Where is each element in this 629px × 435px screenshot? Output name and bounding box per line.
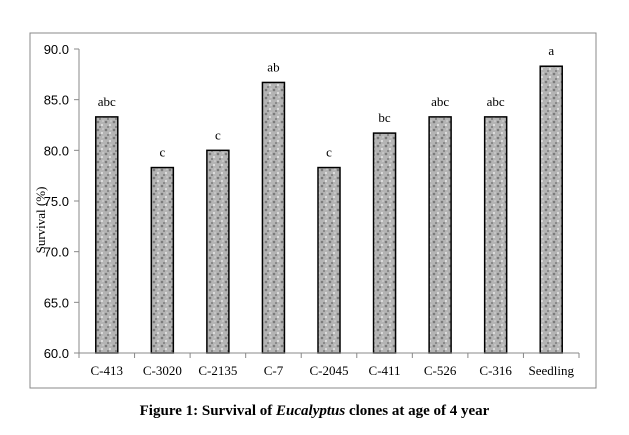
bar-significance-label: c xyxy=(215,127,221,142)
x-tick-label: Seedling xyxy=(528,363,574,378)
x-tick-label: C-411 xyxy=(369,363,401,378)
x-tick-label: C-7 xyxy=(264,363,284,378)
y-tick-label: 75.0 xyxy=(44,194,69,209)
y-tick-label: 80.0 xyxy=(44,143,69,158)
y-tick-label: 65.0 xyxy=(44,295,69,310)
bar xyxy=(428,116,452,354)
bar xyxy=(317,166,341,354)
bar xyxy=(95,116,119,354)
caption-italic: Eucalyptus xyxy=(276,403,346,419)
bar xyxy=(483,116,508,354)
bar-significance-label: ab xyxy=(267,59,279,74)
y-tick-label: 60.0 xyxy=(44,346,69,361)
x-tick-label: C-413 xyxy=(91,363,124,378)
x-axis: C-413 C-3020 C-2135 C-7 C-2045 C-411 C-526 C-31… xyxy=(78,352,580,378)
bar-significance-label: bc xyxy=(378,110,391,125)
caption-suffix: clones at age of 4 year xyxy=(345,403,490,419)
bar xyxy=(206,149,230,354)
bar-significance-label: abc xyxy=(431,94,449,109)
x-tick-label: C-316 xyxy=(479,363,512,378)
x-tick-label: C-2045 xyxy=(310,363,349,378)
bar-significance-label: c xyxy=(159,145,165,160)
x-tick-label: C-3020 xyxy=(143,363,182,378)
bar xyxy=(539,65,563,354)
x-tick-label: C-2135 xyxy=(198,363,237,378)
bar xyxy=(261,81,286,354)
bar-significance-label: abc xyxy=(98,94,116,109)
bar xyxy=(372,132,397,354)
bar-significance-label: c xyxy=(326,145,332,160)
caption-prefix: Figure 1: Survival of xyxy=(139,403,277,419)
figure-caption: Figure 1: Survival of Eucalyptus clones … xyxy=(0,403,629,420)
y-tick-label: 70.0 xyxy=(44,245,69,260)
y-tick-label: 90.0 xyxy=(44,42,69,57)
y-axis: 60.0 65.0 70.0 75.0 80.0 85.0 90.0 xyxy=(44,42,80,361)
bar xyxy=(150,166,175,354)
y-axis-label: Survival (%) xyxy=(33,187,48,254)
bar-significance-label: a xyxy=(548,43,554,58)
bar-significance-label: abc xyxy=(487,94,505,109)
y-tick-label: 85.0 xyxy=(44,93,69,108)
x-tick-label: C-526 xyxy=(424,363,457,378)
